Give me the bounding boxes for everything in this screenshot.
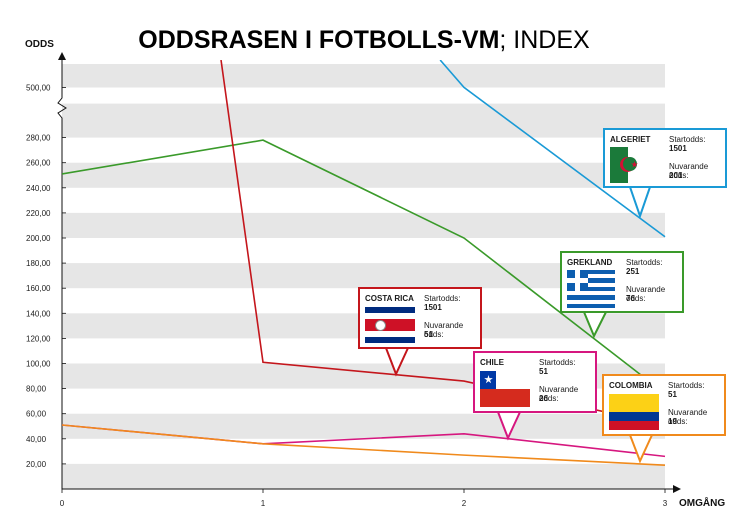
callout-now-label: Nuvarande odds: [539, 385, 579, 403]
y-tick-label: 500,00 [26, 84, 51, 93]
axis-lines [57, 54, 679, 490]
grid-band [62, 413, 665, 439]
callout-pointer-algeriet [629, 186, 651, 220]
callout-start-label: Startodds: [626, 258, 663, 267]
flag-grekland [567, 270, 615, 308]
y-tick-label: 100,00 [26, 360, 51, 369]
y-axis-label: ODDS [25, 39, 54, 50]
callout-start-value: 51 [668, 390, 677, 399]
y-tick-label: 140,00 [26, 309, 51, 318]
grid-bands [62, 64, 665, 489]
callout-colombia: COLOMBIA Startodds: 51 Nuvarande odds: 19 [602, 374, 726, 436]
callout-start-label: Startodds: [539, 358, 576, 367]
flag-chile [480, 371, 530, 407]
y-axis-arrow [58, 52, 66, 60]
y-tick-label: 200,00 [26, 234, 51, 243]
grid-band [62, 463, 665, 489]
y-tick-label: 240,00 [26, 184, 51, 193]
callout-pointer-costa-rica [385, 347, 409, 377]
callout-pointers [385, 186, 653, 464]
callout-now-value: 51 [424, 330, 433, 339]
callout-pointer-colombia [629, 434, 653, 464]
callout-start-value: 51 [539, 367, 548, 376]
callout-pointer-chile [497, 411, 521, 441]
series-line-algeriet [439, 60, 666, 238]
callout-country-name: CHILE [480, 358, 504, 367]
y-tick-labels: 20,00 40,00 60,00 80,00 100,00 120,00 140,00 16… [26, 84, 66, 469]
callout-pointer-grekland [583, 311, 607, 339]
callout-country-name: COLOMBIA [609, 381, 653, 390]
grid-band [62, 212, 665, 238]
grid-band [62, 103, 665, 138]
callout-country-name: ALGERIET [610, 135, 651, 144]
callout-start-label: Startodds: [668, 381, 705, 390]
y-tick-label: 120,00 [26, 334, 51, 343]
callout-start-value: 1501 [424, 303, 442, 312]
callout-now-value: 26 [539, 394, 548, 403]
callout-now-label: Nuvarande odds: [626, 285, 666, 303]
chart-title-sub: ; INDEX [499, 26, 590, 54]
callout-start-value: 251 [626, 267, 640, 276]
x-tick-labels: 0 1 2 3 [60, 489, 668, 508]
callout-now-label: Nuvarande odds: [424, 321, 464, 339]
flag-costa-rica [365, 307, 415, 343]
callout-costa-rica: COSTA RICA Startodds: 1501 Nuvarande odds: 5… [358, 287, 482, 349]
y-tick-label: 20,00 [26, 460, 47, 469]
series-line-colombia [62, 424, 666, 466]
y-tick-label: 60,00 [26, 410, 47, 419]
chart-title-main: ODDSRASEN I FOTBOLLS-VM [138, 26, 499, 54]
callout-chile: CHILE Startodds: 51 Nuvarande odds: 26 [473, 351, 597, 413]
callout-now-value: 19 [668, 417, 677, 426]
y-tick-label: 40,00 [26, 435, 47, 444]
x-tick-label: 2 [462, 499, 467, 508]
axes [57, 52, 681, 493]
callout-start-label: Startodds: [424, 294, 461, 303]
y-tick-label: 220,00 [26, 209, 51, 218]
callout-now-label: Nuvarande odds: [669, 162, 709, 180]
grid-band [62, 64, 665, 88]
x-axis-label: OMGÅNG [679, 496, 725, 509]
callout-now-label: Nuvarande odds: [668, 408, 708, 426]
flag-algeriet [610, 147, 646, 183]
x-tick-label: 3 [663, 499, 668, 508]
y-tick-label: 280,00 [26, 134, 51, 143]
x-axis-arrow [673, 485, 681, 493]
callout-now-value: 76 [626, 294, 635, 303]
callout-grekland: GREKLAND Startodds: 251 Nuvarande odds: 76 [560, 251, 684, 313]
callout-country-name: GREKLAND [567, 258, 613, 267]
y-tick-label: 260,00 [26, 159, 51, 168]
callout-country-name: COSTA RICA [365, 294, 414, 303]
callout-algeriet: ALGERIET Startodds: 1501 Nuvarande odds: 201 [603, 128, 727, 188]
callout-start-label: Startodds: [669, 135, 706, 144]
x-tick-label: 1 [261, 499, 266, 508]
grid-band [62, 162, 665, 188]
y-tick-label: 80,00 [26, 385, 47, 394]
callout-start-value: 1501 [669, 144, 687, 153]
series-line-grekland [62, 139, 666, 395]
y-tick-label: 160,00 [26, 284, 51, 293]
flag-colombia [609, 394, 659, 430]
chart-title: ODDSRASEN I FOTBOLLS-VM; INDEX [138, 26, 590, 54]
x-tick-label: 0 [60, 499, 65, 508]
y-tick-label: 180,00 [26, 259, 51, 268]
callout-now-value: 201 [669, 171, 683, 180]
